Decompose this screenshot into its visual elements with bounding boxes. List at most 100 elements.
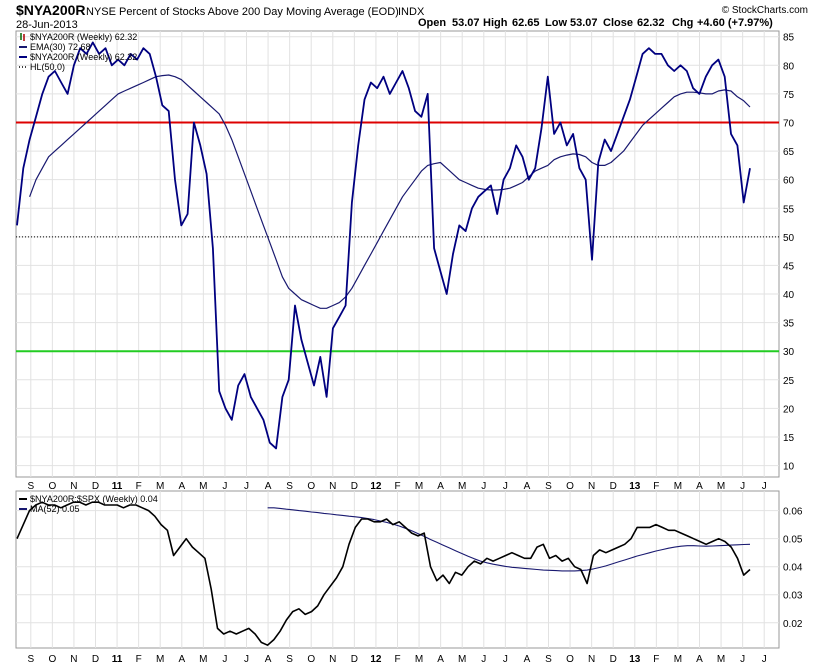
legend-label: $NYA200R (Weekly) 62.32 xyxy=(30,52,137,62)
x-tick-label: D xyxy=(610,481,617,492)
x-tick-label: M xyxy=(199,481,207,492)
x-tick-label: S xyxy=(286,654,293,665)
legend-label: EMA(30) 72.68 xyxy=(30,42,91,52)
x-tick-label: J xyxy=(503,654,508,665)
price-x-axis: S O N D 11 F M A M J J A S O N D 12 F M A M J J A S O N D 13 F M A M J J xyxy=(27,481,766,492)
x-tick-label: S xyxy=(27,481,34,492)
x-tick-label: A xyxy=(265,654,272,665)
y-tick-label: 0.03 xyxy=(783,591,803,602)
y-tick-label: 25 xyxy=(783,376,795,387)
ratio-x-axis: S O N D 11 F M A M J J A S O N D 12 F M A M J J A S O N D 13 F M A M J J xyxy=(27,654,766,665)
series-line--nya200r-spx-weekly- xyxy=(16,501,751,647)
series-line-ma-52- xyxy=(267,507,751,572)
y-tick-label: 0.02 xyxy=(783,619,803,630)
y-tick-label: 30 xyxy=(783,347,795,358)
x-tick-label: D xyxy=(351,654,358,665)
x-tick-label: 13 xyxy=(629,654,641,665)
close-value: 62.32 xyxy=(637,17,665,29)
low-label: Low xyxy=(545,17,567,29)
x-tick-label: S xyxy=(545,654,552,665)
x-tick-label: F xyxy=(136,654,142,665)
legend-label: $NYA200R (Weekly) 62.32 xyxy=(30,32,137,42)
series-line--nya200r-weekly- xyxy=(16,41,751,450)
legend-entry: $NYA200R (Weekly) 62.32 xyxy=(20,32,137,42)
stockcharts-watermark: © StockCharts.com xyxy=(722,5,808,16)
close-label: Close xyxy=(603,17,633,29)
y-tick-label: 20 xyxy=(783,404,795,415)
y-tick-label: 55 xyxy=(783,204,795,215)
x-tick-label: F xyxy=(394,654,400,665)
y-tick-label: 10 xyxy=(783,462,795,473)
ratio-y-axis: 0.02 0.03 0.04 0.05 0.06 xyxy=(783,507,803,630)
x-tick-label: O xyxy=(48,654,56,665)
open-value: 53.07 xyxy=(452,17,480,29)
legend-label: MA(52) 0.05 xyxy=(30,504,80,514)
x-tick-label: N xyxy=(588,654,595,665)
reference-lines xyxy=(16,121,779,353)
x-tick-label: O xyxy=(307,481,315,492)
x-tick-label: N xyxy=(70,481,77,492)
x-tick-label: J xyxy=(222,654,227,665)
x-tick-label: O xyxy=(307,654,315,665)
x-tick-label: M xyxy=(717,481,725,492)
legend-entry: HL(50.0) xyxy=(19,62,65,72)
chart-symbol: $NYA200R xyxy=(16,2,86,18)
x-tick-label: M xyxy=(674,654,682,665)
x-tick-label: A xyxy=(696,654,703,665)
y-tick-label: 50 xyxy=(783,233,795,244)
legend-entry: MA(52) 0.05 xyxy=(19,504,80,514)
x-tick-label: M xyxy=(415,481,423,492)
x-tick-label: F xyxy=(394,481,400,492)
x-tick-label: J xyxy=(481,481,486,492)
low-value: 53.07 xyxy=(570,17,598,29)
x-tick-label: S xyxy=(27,654,34,665)
chart-exchange: INDX xyxy=(398,6,425,18)
y-tick-label: 0.05 xyxy=(783,535,803,546)
x-tick-label: M xyxy=(717,654,725,665)
x-tick-label: J xyxy=(762,654,767,665)
y-tick-label: 45 xyxy=(783,261,795,272)
x-tick-label: M xyxy=(156,481,164,492)
x-tick-label: N xyxy=(329,481,336,492)
x-tick-label: J xyxy=(503,481,508,492)
x-tick-label: 12 xyxy=(370,481,382,492)
x-tick-label: A xyxy=(437,654,444,665)
x-tick-label: F xyxy=(653,654,659,665)
legend-entry: EMA(30) 72.68 xyxy=(19,42,91,52)
chg-label: Chg xyxy=(672,17,693,29)
x-tick-label: O xyxy=(566,654,574,665)
x-tick-label: M xyxy=(458,654,466,665)
chart-description: NYSE Percent of Stocks Above 200 Day Mov… xyxy=(86,6,399,18)
x-tick-label: 13 xyxy=(629,481,641,492)
y-tick-label: 35 xyxy=(783,319,795,330)
price-series xyxy=(16,41,751,450)
y-tick-label: 85 xyxy=(783,33,795,44)
x-tick-label: A xyxy=(524,654,531,665)
high-label: High xyxy=(483,17,508,29)
x-tick-label: A xyxy=(437,481,444,492)
x-tick-label: M xyxy=(156,654,164,665)
price-y-axis: 10 15 20 25 30 35 40 45 50 55 60 65 70 75 80 85 xyxy=(783,33,795,473)
x-tick-label: A xyxy=(178,481,185,492)
x-tick-label: 11 xyxy=(112,654,123,665)
x-tick-label: M xyxy=(415,654,423,665)
x-tick-label: N xyxy=(588,481,595,492)
x-tick-label: D xyxy=(610,654,617,665)
x-tick-label: M xyxy=(674,481,682,492)
y-tick-label: 0.06 xyxy=(783,507,803,518)
x-tick-label: O xyxy=(566,481,574,492)
x-tick-label: F xyxy=(136,481,142,492)
chg-value: +4.60 (+7.97%) xyxy=(697,17,773,29)
y-tick-label: 75 xyxy=(783,90,795,101)
legend-label: $NYA200R:$SPX (Weekly) 0.04 xyxy=(30,494,158,504)
legend-entry: $NYA200R:$SPX (Weekly) 0.04 xyxy=(19,494,158,504)
x-tick-label: J xyxy=(762,481,767,492)
x-tick-label: J xyxy=(740,481,745,492)
x-tick-label: M xyxy=(458,481,466,492)
y-tick-label: 70 xyxy=(783,118,795,129)
x-tick-label: A xyxy=(265,481,272,492)
y-tick-label: 80 xyxy=(783,61,795,72)
x-tick-label: N xyxy=(70,654,77,665)
